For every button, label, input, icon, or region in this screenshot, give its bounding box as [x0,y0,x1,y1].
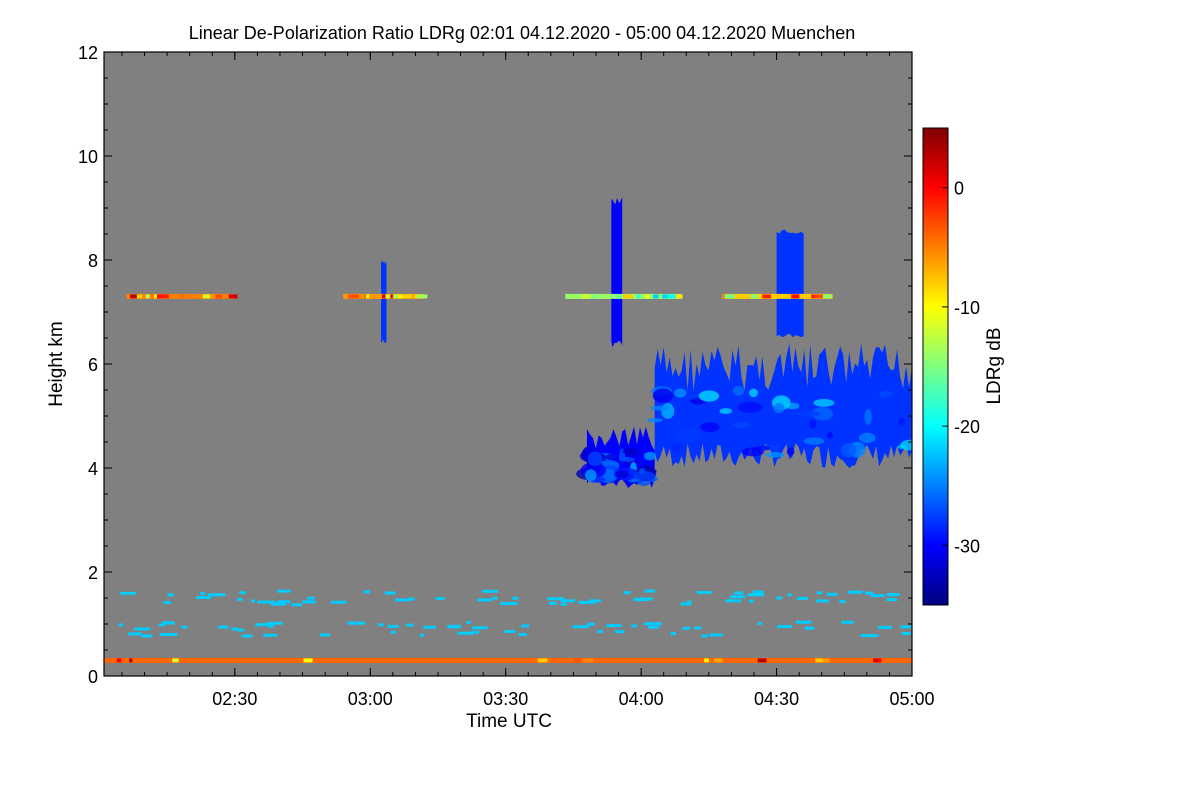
y-tick-label: 2 [88,563,98,583]
x-tick-label: 02:30 [212,689,257,709]
feature-fallstreak-2 [611,197,623,347]
colorbar-ticks: 0 -10 -20 -30 [942,179,980,556]
colorbar-label: LDRg dB [984,327,1005,404]
feature-fallstreak-1 [381,260,387,344]
y-tick-label: 4 [88,459,98,479]
y-tick-label: 10 [78,147,98,167]
feature-main-cloud [647,343,912,468]
y-tick-label: 12 [78,43,98,63]
feature-layer-7.3km-c [565,293,683,299]
feature-surface-layer [104,657,912,663]
feature-layer-7.3km-b [343,293,428,299]
x-axis-label: Time UTC [466,711,552,732]
x-tick-label: 04:00 [619,689,664,709]
x-axis: 02:30 03:00 03:30 04:00 04:30 05:00 [121,52,935,709]
colorbar [922,127,949,606]
feature-layer-7.3km-d [722,293,833,299]
feature-layer-7.3km-a [126,293,238,299]
x-tick-label: 05:00 [889,689,934,709]
y-tick-label: 6 [88,355,98,375]
colorbar-tick-label: -10 [954,298,980,318]
x-tick-label: 03:30 [483,689,528,709]
feature-boundary-specks-0.9km [118,620,912,638]
feature-cloud-lower-left [576,426,658,488]
colorbar-tick-label: -30 [954,536,980,556]
feature-fallstreak-3 [776,229,804,338]
y-axis: 0 2 4 6 8 10 12 [78,43,912,687]
chart-title: Linear De-Polarization Ratio LDRg 02:01 … [189,23,855,43]
colorbar-tick-label: -20 [954,417,980,437]
ldr-features [104,197,912,663]
y-tick-label: 8 [88,251,98,271]
y-tick-label: 0 [88,667,98,687]
y-axis-label: Height km [46,321,67,407]
x-tick-label: 04:30 [754,689,799,709]
feature-boundary-specks-1.5km [120,589,900,607]
colorbar-tick-label: 0 [954,179,964,199]
x-tick-label: 03:00 [348,689,393,709]
